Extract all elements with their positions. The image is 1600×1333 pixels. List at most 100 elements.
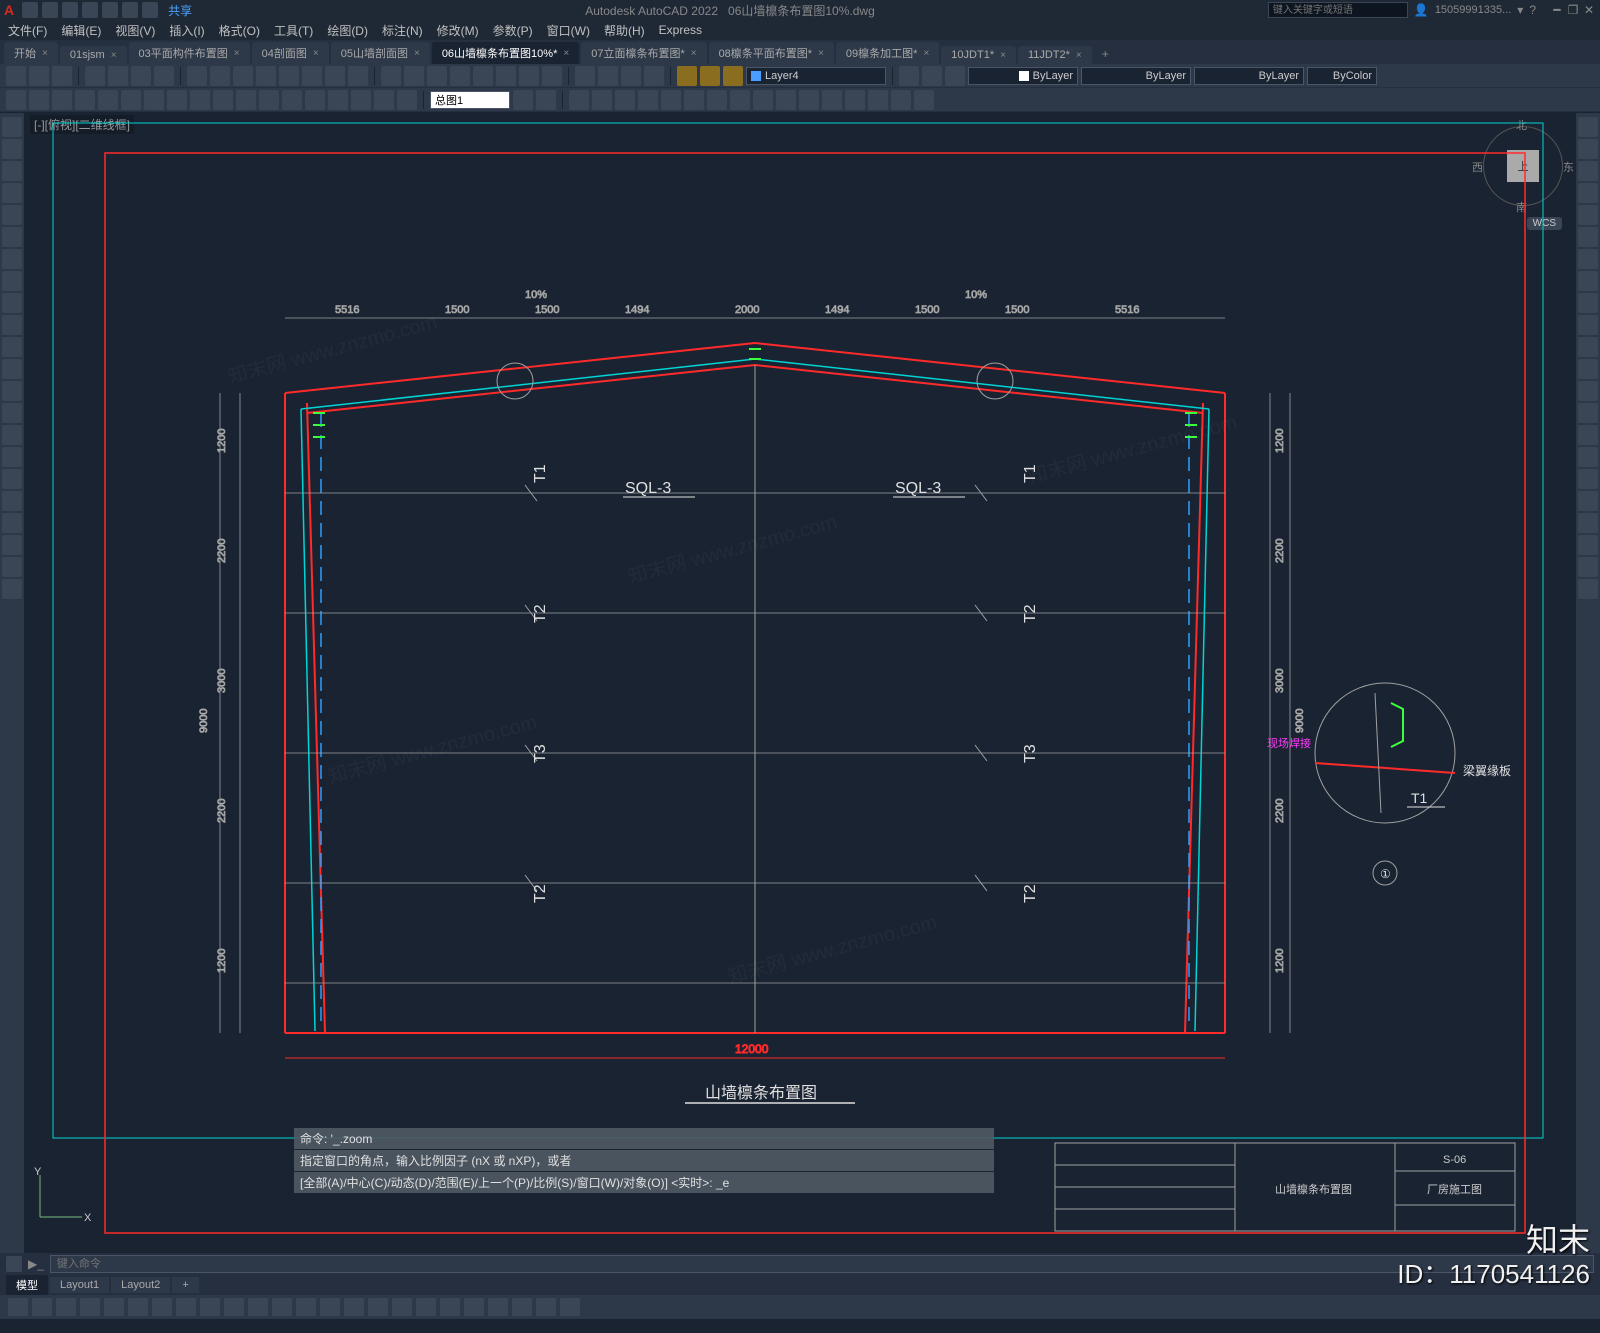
status-toggle-icon[interactable] <box>320 1298 340 1316</box>
status-toggle-icon[interactable] <box>464 1298 484 1316</box>
draw-tool-icon[interactable] <box>2 557 22 577</box>
menu-item[interactable]: 修改(M) <box>437 22 479 39</box>
menu-item[interactable]: 格式(O) <box>219 22 260 39</box>
menu-item[interactable]: 标注(N) <box>382 22 423 39</box>
draw-icon[interactable] <box>305 90 325 110</box>
mod-icon[interactable] <box>914 90 934 110</box>
draw-tool-icon[interactable] <box>2 183 22 203</box>
tool-icon[interactable] <box>542 66 562 86</box>
tool-icon[interactable] <box>85 66 105 86</box>
view-icon[interactable] <box>513 90 533 110</box>
close-icon[interactable]: × <box>563 48 569 59</box>
menu-item[interactable]: 文件(F) <box>8 22 47 39</box>
status-toggle-icon[interactable] <box>8 1298 28 1316</box>
draw-icon[interactable] <box>397 90 417 110</box>
tool-icon[interactable] <box>325 66 345 86</box>
modify-tool-icon[interactable] <box>1578 249 1598 269</box>
tool-icon[interactable] <box>302 66 322 86</box>
file-tab[interactable]: 03平面构件布置图× <box>129 42 250 64</box>
draw-tool-icon[interactable] <box>2 337 22 357</box>
lineweight-dropdown[interactable]: ByLayer <box>1194 67 1304 85</box>
close-icon[interactable]: × <box>923 48 929 59</box>
menu-item[interactable]: 插入(I) <box>169 22 204 39</box>
modify-tool-icon[interactable] <box>1578 469 1598 489</box>
mod-icon[interactable] <box>684 90 704 110</box>
draw-tool-icon[interactable] <box>2 359 22 379</box>
draw-icon[interactable] <box>121 90 141 110</box>
close-icon[interactable]: × <box>313 48 319 59</box>
minimize-button[interactable]: ━ <box>1550 3 1564 17</box>
layer-icon[interactable] <box>677 66 697 86</box>
menu-item[interactable]: 编辑(E) <box>61 22 101 39</box>
color-dropdown[interactable]: ByLayer <box>968 67 1078 85</box>
draw-tool-icon[interactable] <box>2 381 22 401</box>
modify-tool-icon[interactable] <box>1578 491 1598 511</box>
status-toggle-icon[interactable] <box>176 1298 196 1316</box>
draw-icon[interactable] <box>144 90 164 110</box>
file-tab[interactable]: 06山墙檩条布置图10%*× <box>432 42 579 64</box>
tool-icon[interactable] <box>154 66 174 86</box>
tool-icon[interactable] <box>6 66 26 86</box>
modify-tool-icon[interactable] <box>1578 513 1598 533</box>
draw-icon[interactable] <box>282 90 302 110</box>
mod-icon[interactable] <box>891 90 911 110</box>
modify-tool-icon[interactable] <box>1578 139 1598 159</box>
modify-tool-icon[interactable] <box>1578 425 1598 445</box>
qat-saveas-icon[interactable] <box>82 2 98 18</box>
mod-icon[interactable] <box>868 90 888 110</box>
close-button[interactable]: ✕ <box>1582 3 1596 17</box>
qat-undo-icon[interactable] <box>122 2 138 18</box>
draw-icon[interactable] <box>374 90 394 110</box>
view-combo[interactable] <box>430 91 510 109</box>
signin-icon[interactable]: 👤 <box>1414 3 1429 17</box>
draw-tool-icon[interactable] <box>2 425 22 445</box>
menu-item[interactable]: 窗口(W) <box>547 22 590 39</box>
modify-tool-icon[interactable] <box>1578 535 1598 555</box>
mod-icon[interactable] <box>845 90 865 110</box>
ucs-icon[interactable]: XY <box>32 1165 92 1225</box>
help-search-input[interactable] <box>1268 2 1408 18</box>
mod-icon[interactable] <box>707 90 727 110</box>
close-icon[interactable]: × <box>818 48 824 59</box>
qat-plot-icon[interactable] <box>102 2 118 18</box>
tool-icon[interactable] <box>575 66 595 86</box>
draw-tool-icon[interactable] <box>2 117 22 137</box>
appstore-icon[interactable]: ▾ <box>1517 3 1523 17</box>
share-link[interactable]: 共享 <box>168 2 192 19</box>
draw-icon[interactable] <box>351 90 371 110</box>
draw-tool-icon[interactable] <box>2 139 22 159</box>
mod-icon[interactable] <box>753 90 773 110</box>
cmd-history-icon[interactable] <box>6 1256 22 1272</box>
draw-tool-icon[interactable] <box>2 403 22 423</box>
draw-tool-icon[interactable] <box>2 205 22 225</box>
status-toggle-icon[interactable] <box>440 1298 460 1316</box>
status-toggle-icon[interactable] <box>296 1298 316 1316</box>
view-icon[interactable] <box>536 90 556 110</box>
draw-icon[interactable] <box>259 90 279 110</box>
close-icon[interactable]: × <box>234 48 240 59</box>
command-input[interactable] <box>50 1255 1594 1273</box>
close-icon[interactable]: × <box>42 48 48 59</box>
menu-item[interactable]: 工具(T) <box>274 22 313 39</box>
mod-icon[interactable] <box>661 90 681 110</box>
layer-icon[interactable] <box>700 66 720 86</box>
status-toggle-icon[interactable] <box>80 1298 100 1316</box>
menu-item[interactable]: 帮助(H) <box>604 22 645 39</box>
help-icon[interactable]: ? <box>1529 3 1536 17</box>
modify-tool-icon[interactable] <box>1578 183 1598 203</box>
status-toggle-icon[interactable] <box>32 1298 52 1316</box>
modify-tool-icon[interactable] <box>1578 227 1598 247</box>
layout-tab[interactable]: 模型 <box>6 1275 48 1295</box>
modify-tool-icon[interactable] <box>1578 161 1598 181</box>
new-tab-button[interactable]: + <box>1094 44 1117 64</box>
tool-icon[interactable] <box>473 66 493 86</box>
status-toggle-icon[interactable] <box>488 1298 508 1316</box>
status-toggle-icon[interactable] <box>536 1298 556 1316</box>
tool-icon[interactable] <box>381 66 401 86</box>
qat-save-icon[interactable] <box>62 2 78 18</box>
file-tab[interactable]: 08檩条平面布置图*× <box>709 42 834 64</box>
maximize-button[interactable]: ❐ <box>1566 3 1580 17</box>
draw-icon[interactable] <box>167 90 187 110</box>
status-toggle-icon[interactable] <box>104 1298 124 1316</box>
mod-icon[interactable] <box>615 90 635 110</box>
